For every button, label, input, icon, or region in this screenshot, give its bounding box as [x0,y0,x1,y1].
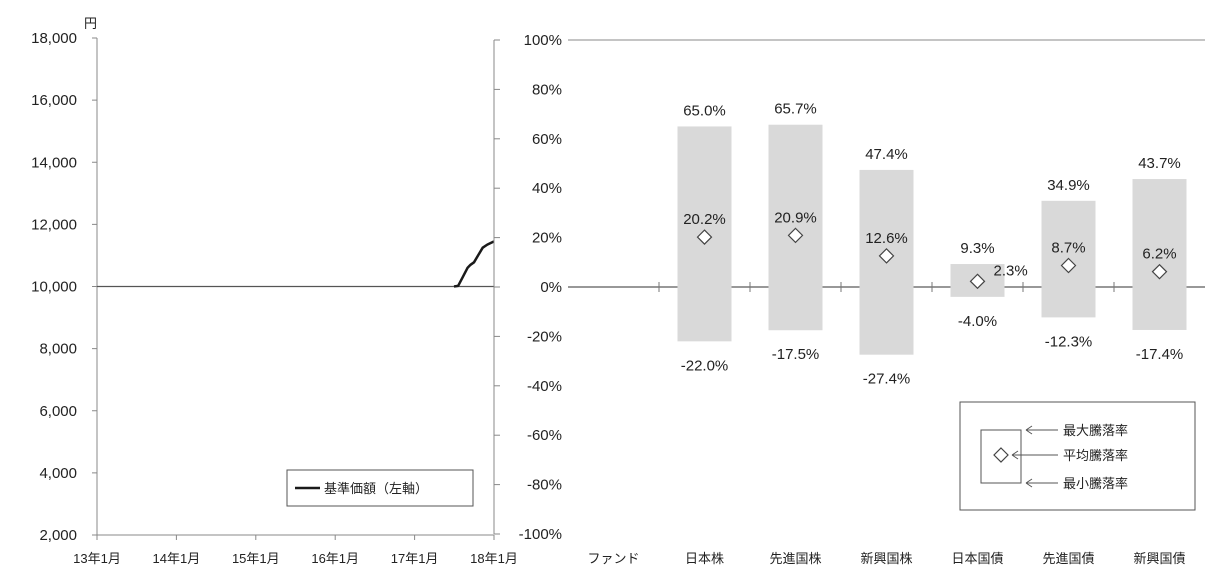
left-series-group [453,240,495,288]
avg-marker [878,248,895,264]
left-legend-label: 基準価額（左軸） [324,481,428,496]
avg-marker [787,227,804,244]
left-y-tick-labels: 2,000 4,000 6,000 8,000 10,000 12,000 14,000 16… [31,30,77,544]
avg-marker [1151,263,1168,280]
avg-value-label: 20.2% [683,211,726,228]
right-legend-avg-label: 平均騰落率 [1063,448,1128,463]
max-value-label: 43.7% [1138,155,1181,172]
nav-line-chart: 円 2,000 4,000 6,000 8,000 10,000 12,000 14,000… [31,16,518,566]
left-legend: 基準価額（左軸） [286,469,474,507]
range-bar [1132,179,1187,330]
max-value-label: 9.3% [960,240,994,257]
avg-value-label: 12.6% [865,230,908,247]
left-y-tick-label: 16,000 [31,92,77,109]
avg-value-label: 20.9% [774,209,817,226]
avg-markers [696,227,1168,290]
left-y-tick-label: 4,000 [39,465,77,482]
left-y-tick-label: 18,000 [31,30,77,47]
min-value-label: -27.4% [863,371,911,388]
avg-marker [1060,257,1077,274]
category-labels: ファンド 日本株 先進国株 新興国株 日本国債 先進国債 新興国債 [587,551,1185,566]
left-axes [92,37,495,540]
left-y-tick-label: 12,000 [31,216,77,233]
right-legend: 最大騰落率 平均騰落率 最小騰落率 [959,401,1196,511]
right-y-tick-labels: 100% 80% 60% 40% 20% 0% -20% -40% -60% -80% -100% [519,32,562,543]
right-legend-arrowhead-max [1025,425,1033,435]
max-value-label: 34.9% [1047,177,1090,194]
left-x-tick-label: 13年1月 [73,551,121,566]
right-legend-arrowhead-min [1025,478,1033,488]
left-x-tick-label: 15年1月 [232,551,280,566]
category-label: 日本株 [685,551,724,566]
min-value-label: -4.0% [958,313,997,330]
avg-value-label: 6.2% [1142,246,1176,263]
left-y-tick-label: 10,000 [31,279,77,296]
category-label: ファンド [587,551,639,566]
right-y-tick-label: -80% [527,477,562,494]
right-legend-max-label: 最大騰落率 [1063,423,1128,438]
left-y-tick-label: 14,000 [31,154,77,171]
left-y-tick-label: 6,000 [39,403,77,420]
right-y-tick-label: 80% [532,81,562,98]
right-y-tick-label: 100% [524,32,562,49]
right-y-tick-label: 0% [540,279,562,296]
right-y-tick-label: 40% [532,180,562,197]
min-value-label: -17.4% [1136,346,1184,363]
right-y-tick-label: -20% [527,328,562,345]
right-legend-arrowhead-avg [1011,450,1019,460]
right-legend-min-label: 最小騰落率 [1063,476,1128,491]
right-y-tick-label: -40% [527,378,562,395]
avg-value-label: 2.3% [994,262,1028,279]
max-value-label: 65.7% [774,101,817,118]
return-range-chart: 100%80%60%40%20%0%-20%-40%-60%-80%-100% … [493,32,1205,566]
nav-series-line [453,240,495,288]
right-legend-diamond [993,447,1009,463]
left-x-tick-label: 14年1月 [153,551,201,566]
left-x-tick-labels: 13年1月 14年1月 15年1月 16年1月 17年1月 18年1月 [73,551,518,566]
range-data-labels: 65.0% -22.0% 20.2% 65.7% -17.5% 20.9% 47.4% -27… [681,101,1184,388]
category-label: 日本国債 [951,551,1003,566]
left-legend-box [286,469,474,507]
min-value-label: -12.3% [1045,333,1093,350]
avg-marker [696,229,713,245]
min-value-label: -22.0% [681,357,729,374]
avg-value-label: 8.7% [1051,240,1085,257]
right-y-tick-label: -100% [519,526,562,543]
category-label: 先進国債 [1042,551,1094,566]
min-value-label: -17.5% [772,346,820,363]
category-label: 先進国株 [769,551,821,566]
category-label: 新興国債 [1133,551,1185,566]
max-value-label: 47.4% [865,146,908,163]
right-y-tick-label: 20% [532,230,562,247]
left-y-tick-label: 8,000 [39,341,77,358]
right-y-tick-label: 60% [532,131,562,148]
right-y-tick-label: -60% [527,427,562,444]
max-value-label: 65.0% [683,102,726,119]
category-label: 新興国株 [860,551,912,566]
range-bar [768,124,823,331]
avg-marker [969,273,986,290]
range-bars [677,124,1187,355]
left-x-tick-label: 17年1月 [391,551,439,566]
left-x-tick-label: 16年1月 [311,551,359,566]
left-y-tick-label: 2,000 [39,527,77,544]
left-x-tick-label: 18年1月 [470,551,518,566]
left-y-unit-label: 円 [84,16,97,31]
